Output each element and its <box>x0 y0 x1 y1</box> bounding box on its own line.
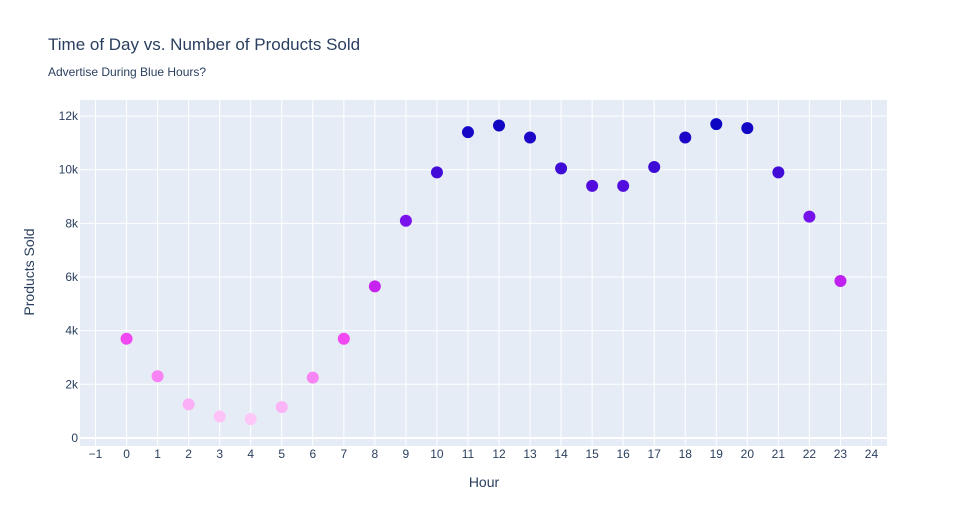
data-point[interactable] <box>337 332 350 345</box>
x-tick-label: 11 <box>462 447 475 461</box>
data-point[interactable] <box>306 371 319 384</box>
y-tick-label: 8k <box>65 216 79 230</box>
x-tick-label: 15 <box>585 447 599 461</box>
data-point[interactable] <box>772 166 785 179</box>
x-tick-label: 23 <box>834 447 848 461</box>
data-point[interactable] <box>586 179 599 192</box>
x-tick-label: 24 <box>865 447 879 461</box>
x-tick-label: 17 <box>648 447 662 461</box>
data-point[interactable] <box>244 413 257 426</box>
x-tick-label: 1 <box>154 447 161 461</box>
x-tick-label: 14 <box>554 447 568 461</box>
data-point[interactable] <box>555 162 568 175</box>
x-axis-title: Hour <box>469 474 500 490</box>
y-tick-label: 0 <box>71 431 78 445</box>
y-tick-label: 2k <box>65 377 79 391</box>
data-point[interactable] <box>430 166 443 179</box>
data-points <box>120 118 847 426</box>
data-point[interactable] <box>182 398 195 411</box>
data-point[interactable] <box>151 370 164 383</box>
data-point[interactable] <box>834 275 847 288</box>
chart-title: Time of Day vs. Number of Products Sold <box>48 35 360 54</box>
x-tick-label: 21 <box>772 447 786 461</box>
data-point[interactable] <box>213 410 226 423</box>
y-tick-label: 12k <box>59 109 79 123</box>
x-tick-label: 18 <box>679 447 693 461</box>
x-tick-label: 5 <box>278 447 285 461</box>
x-tick-labels: −1 0 1 2 3 4 5 6 7 8 9 10 11 12 13 14 15 16 17 18 19 20 21 22 23… <box>89 447 879 461</box>
x-tick-label: 16 <box>616 447 630 461</box>
x-tick-label: 4 <box>247 447 254 461</box>
x-tick-label: 10 <box>430 447 444 461</box>
x-tick-label: 9 <box>403 447 410 461</box>
chart-subtitle: Advertise During Blue Hours? <box>48 65 206 79</box>
data-point[interactable] <box>617 179 630 192</box>
data-point[interactable] <box>275 401 288 414</box>
x-tick-label: 7 <box>340 447 347 461</box>
data-point[interactable] <box>368 280 381 293</box>
y-tick-label: 4k <box>65 324 79 338</box>
x-tick-label: 13 <box>523 447 537 461</box>
data-point[interactable] <box>399 214 412 227</box>
data-point[interactable] <box>120 332 133 345</box>
x-tick-label: 6 <box>309 447 316 461</box>
y-tick-label: 10k <box>59 163 79 177</box>
plot-background <box>80 100 887 446</box>
x-tick-label: 8 <box>372 447 379 461</box>
data-point[interactable] <box>493 119 506 132</box>
x-tick-label: 12 <box>492 447 506 461</box>
data-point[interactable] <box>710 118 723 131</box>
data-point[interactable] <box>741 122 754 135</box>
data-point[interactable] <box>803 210 816 223</box>
x-tick-label: 22 <box>803 447 817 461</box>
x-tick-label: 3 <box>216 447 223 461</box>
data-point[interactable] <box>524 131 537 144</box>
x-tick-label: 0 <box>123 447 130 461</box>
data-point[interactable] <box>679 131 692 144</box>
y-tick-labels: 0 2k 4k 6k 8k 10k 12k <box>59 109 79 445</box>
x-tick-label: 20 <box>741 447 755 461</box>
x-tick-label: 19 <box>710 447 724 461</box>
x-tick-label: 2 <box>185 447 192 461</box>
x-tick-label: −1 <box>89 447 103 461</box>
y-tick-label: 6k <box>65 270 79 284</box>
y-axis-title: Products Sold <box>21 228 37 315</box>
data-point[interactable] <box>648 161 661 174</box>
grid-lines <box>80 100 887 446</box>
data-point[interactable] <box>461 126 474 139</box>
